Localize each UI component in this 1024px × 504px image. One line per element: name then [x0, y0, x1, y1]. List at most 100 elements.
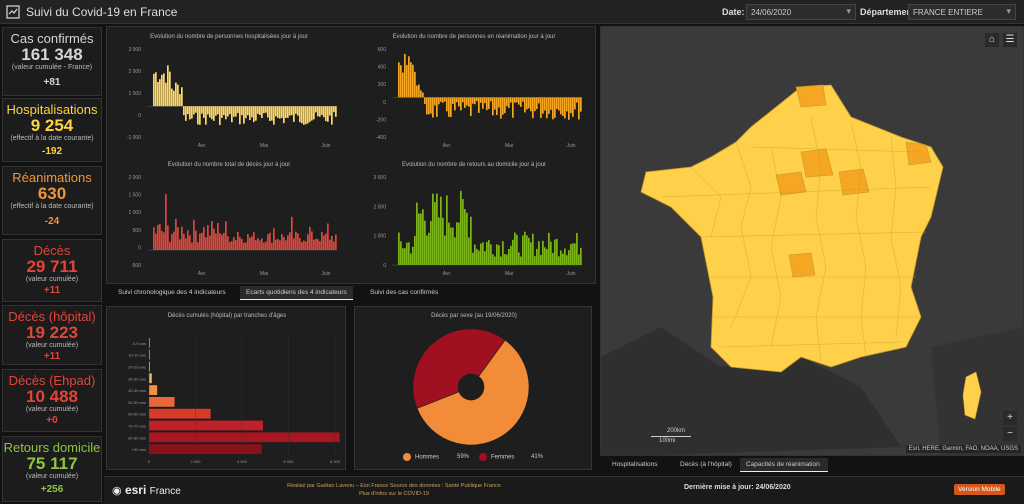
credits-line2[interactable]: Plus d'infos sur le COVID-19: [359, 491, 429, 497]
bar: [500, 97, 502, 119]
bar: [500, 256, 502, 265]
x-tick-label: Juin: [321, 143, 330, 149]
bar: [321, 106, 323, 115]
bar: [468, 97, 470, 107]
kpi-subtitle: (valeur cumulée - France): [11, 64, 93, 71]
bar: [580, 97, 582, 112]
tab-map-deces[interactable]: Décès (à l'hôpital): [680, 461, 732, 468]
bar: [189, 235, 191, 251]
bar: [241, 239, 243, 251]
bar: [484, 97, 486, 104]
bar: [566, 97, 568, 112]
bar: [568, 250, 570, 265]
bar: [532, 97, 534, 119]
bar: [490, 97, 492, 102]
bar: [442, 217, 444, 265]
bar: [209, 106, 211, 118]
bar: [570, 244, 572, 265]
bar: [564, 97, 566, 119]
bar: [408, 242, 410, 265]
bar: [444, 97, 446, 102]
y-tick-label: 2 000: [373, 204, 386, 210]
bar: [400, 65, 402, 98]
bar: [211, 106, 213, 120]
bar: [436, 97, 438, 117]
bar: [486, 97, 488, 111]
bar: [398, 62, 400, 98]
bar: [197, 242, 199, 251]
home-icon[interactable]: ⌂: [985, 33, 999, 47]
zoom-in-button[interactable]: +: [1003, 411, 1017, 425]
app-logo-icon: [6, 5, 20, 19]
tab-ecarts-quotidiens[interactable]: Ecarts quotidiens des 4 indicateurs: [240, 286, 353, 300]
bar: [458, 97, 460, 107]
bar: [293, 106, 295, 122]
bar: [229, 106, 231, 115]
kpi-subtitle: (valeur cumulée): [25, 406, 79, 413]
mobile-version-button[interactable]: Version Mobile: [954, 484, 1005, 495]
bar: [263, 106, 265, 114]
bar: [275, 239, 277, 251]
y-tick-label: 2 000: [128, 69, 141, 75]
bar: [452, 227, 454, 265]
bar: [247, 106, 249, 116]
chart-title: Evolution du nombre total de décès jour …: [168, 162, 290, 168]
bar: [259, 240, 261, 251]
x-tick-label: 2 000: [190, 459, 201, 464]
bar: [526, 235, 528, 265]
bar: [480, 97, 482, 103]
bar: [492, 254, 494, 265]
bar: [490, 244, 492, 265]
bar: [317, 106, 319, 117]
bar: [520, 256, 522, 265]
bar: [412, 64, 414, 98]
bar: [464, 209, 466, 265]
bar: [496, 244, 498, 265]
bar: [398, 232, 400, 265]
bar: [189, 106, 191, 120]
bar: [157, 81, 159, 107]
france-map[interactable]: ⌂ ☰ + − 200km 100mi Esri, HERE, Garmin, …: [600, 26, 1024, 456]
bar: [279, 240, 281, 251]
y-tick-label: 500: [133, 228, 142, 234]
bar: [149, 385, 158, 395]
tab-suivi-cas-confirmes[interactable]: Suivi des cas confirmés: [370, 289, 439, 296]
bar: [203, 227, 205, 251]
bar: [434, 202, 436, 265]
bar: [450, 97, 452, 118]
bar: [450, 227, 452, 265]
dept-select[interactable]: FRANCE ENTIERE ▾: [908, 4, 1016, 20]
bar: [414, 235, 416, 265]
bar: [315, 238, 317, 251]
bar: [560, 250, 562, 265]
tab-suivi-chronologique[interactable]: Suivi chronologique des 4 indicateurs: [118, 289, 226, 296]
bar: [307, 106, 309, 124]
credits-line1[interactable]: Réalisé par Gaëtan Lavenu – Esri France …: [287, 483, 501, 489]
bar: [285, 106, 287, 118]
bar: [249, 237, 251, 251]
date-select[interactable]: 24/06/2020 ▾: [746, 4, 856, 20]
list-icon[interactable]: ☰: [1003, 33, 1017, 47]
bar: [462, 97, 464, 103]
zoom-out-button[interactable]: −: [1003, 427, 1017, 441]
bar: [231, 106, 233, 123]
bar: [175, 219, 177, 251]
footer-credits[interactable]: Réalisé par Gaëtan Lavenu – Esri France …: [284, 482, 504, 498]
bar: [237, 231, 239, 251]
bar: [313, 106, 315, 120]
bar: [325, 233, 327, 251]
tab-map-capacites[interactable]: Capacités de réanimation: [740, 458, 828, 472]
bar: [177, 84, 179, 107]
app-footer: ◉ esri France Réalisé par Gaëtan Lavenu …: [104, 476, 1024, 504]
bar: [428, 232, 430, 265]
x-tick-label: Mai: [260, 143, 268, 149]
kpi-value: 630: [37, 184, 67, 203]
bar: [402, 72, 404, 98]
tab-map-hospitalisations[interactable]: Hospitalisations: [612, 461, 658, 468]
bar: [255, 240, 257, 251]
bar: [498, 245, 500, 265]
bar: [424, 220, 426, 265]
kpi-delta: +11: [43, 351, 61, 362]
bar: [227, 236, 229, 251]
bar: [492, 97, 494, 116]
